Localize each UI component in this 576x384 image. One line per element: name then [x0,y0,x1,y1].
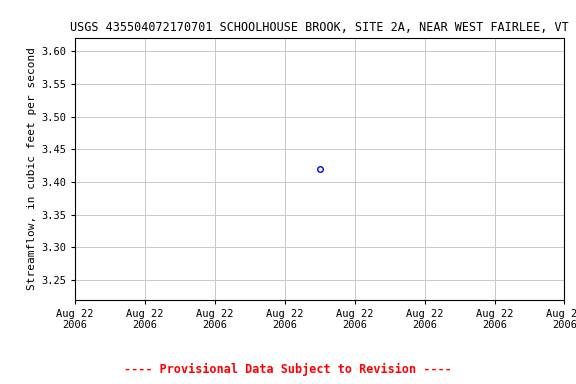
Title: USGS 435504072170701 SCHOOLHOUSE BROOK, SITE 2A, NEAR WEST FAIRLEE, VT: USGS 435504072170701 SCHOOLHOUSE BROOK, … [70,22,569,35]
Y-axis label: Streamflow, in cubic feet per second: Streamflow, in cubic feet per second [26,48,37,290]
Text: ---- Provisional Data Subject to Revision ----: ---- Provisional Data Subject to Revisio… [124,363,452,376]
